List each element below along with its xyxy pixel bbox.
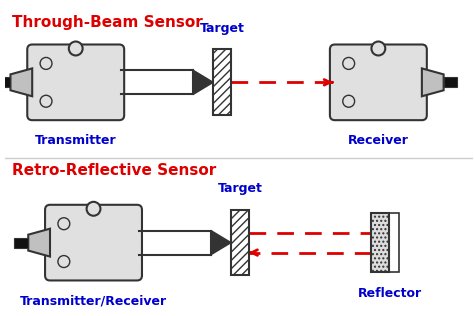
Polygon shape [211, 231, 231, 255]
FancyBboxPatch shape [27, 45, 124, 120]
Bar [14, 238, 28, 248]
Text: Transmitter/Receiver: Transmitter/Receiver [20, 295, 167, 307]
Circle shape [87, 202, 100, 216]
Circle shape [372, 41, 385, 55]
Bar [213, 50, 231, 115]
Polygon shape [422, 68, 444, 96]
Bar [0, 77, 10, 87]
Circle shape [69, 41, 82, 55]
Polygon shape [193, 70, 213, 94]
Text: Reflector: Reflector [358, 288, 422, 301]
FancyBboxPatch shape [330, 45, 427, 120]
Bar [231, 210, 249, 276]
Text: Through-Beam Sensor: Through-Beam Sensor [12, 15, 203, 30]
Polygon shape [10, 68, 32, 96]
Text: Target: Target [200, 21, 245, 34]
Text: Receiver: Receiver [348, 134, 409, 147]
Bar [444, 77, 457, 87]
Bar [372, 213, 389, 272]
Text: Transmitter: Transmitter [35, 134, 117, 147]
FancyBboxPatch shape [45, 205, 142, 281]
Polygon shape [28, 229, 50, 257]
Text: Target: Target [218, 182, 262, 195]
Bar [389, 213, 399, 272]
Text: Retro-Reflective Sensor: Retro-Reflective Sensor [12, 163, 217, 178]
